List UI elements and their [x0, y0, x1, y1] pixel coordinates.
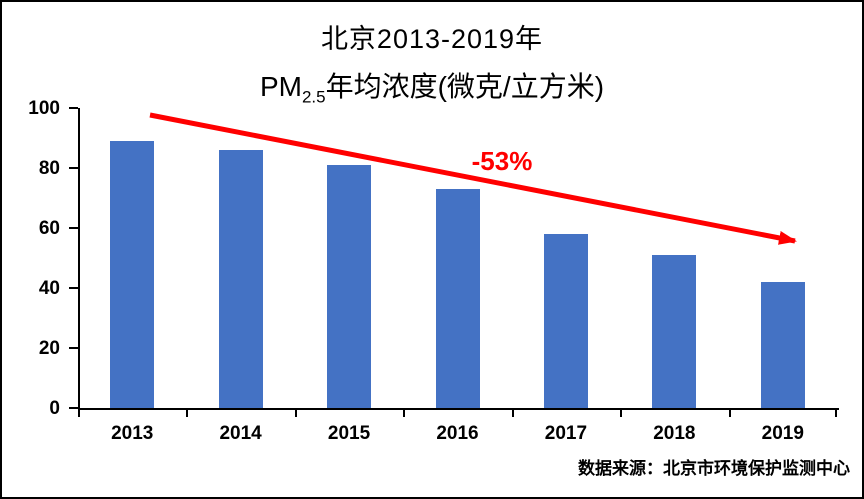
y-tick-label-60: 60 [38, 218, 60, 239]
y-tick-mark [69, 167, 78, 169]
y-tick-mark [69, 287, 78, 289]
y-axis-line [78, 108, 80, 410]
x-axis-line [78, 408, 839, 410]
title-suffix: 年均浓度(微克/立方米) [325, 71, 605, 102]
x-tick-mark [78, 410, 80, 417]
title-pm-subscript: 2.5 [301, 87, 326, 107]
x-category-label-2013: 2013 [111, 423, 154, 444]
bar-2015 [327, 165, 372, 408]
y-tick-label-80: 80 [38, 158, 60, 179]
y-tick-mark [69, 227, 78, 229]
bar-2014 [218, 150, 263, 408]
y-tick-label-100: 100 [28, 98, 60, 119]
x-tick-mark [294, 410, 297, 417]
bar-2016 [435, 189, 480, 408]
chart-title-line2: PM2.5年均浓度(微克/立方米) [2, 73, 862, 106]
y-tick-label-40: 40 [38, 278, 60, 299]
x-category-label-2018: 2018 [653, 423, 696, 444]
source-note: 数据来源：北京市环境保护监测中心 [578, 459, 850, 478]
x-tick-mark [403, 410, 406, 417]
y-tick-label-20: 20 [38, 338, 60, 359]
x-tick-mark [620, 410, 623, 417]
trend-annotation: -53% [471, 146, 533, 176]
x-tick-mark [186, 410, 189, 417]
x-category-label-2016: 2016 [436, 423, 479, 444]
y-tick-mark [69, 347, 78, 349]
x-tick-mark [511, 410, 514, 417]
plot-area [78, 108, 837, 408]
x-category-label-2014: 2014 [219, 423, 262, 444]
y-tick-mark [69, 107, 78, 109]
bar-2017 [543, 234, 588, 408]
x-tick-mark [835, 410, 837, 417]
bar-2013 [110, 141, 155, 408]
x-category-label-2017: 2017 [544, 423, 588, 444]
bar-2019 [760, 282, 805, 408]
y-tick-mark [69, 407, 78, 409]
chart-title-line1: 北京2013-2019年 [320, 24, 544, 54]
title-pm-prefix: PM [259, 71, 302, 102]
y-tick-label-0: 0 [49, 398, 60, 419]
chart-title: 北京2013-2019年 PM2.5年均浓度(微克/立方米) [2, 26, 862, 106]
x-category-label-2015: 2015 [327, 423, 371, 444]
x-tick-mark [728, 410, 731, 417]
x-category-label-2019: 2019 [761, 423, 804, 444]
bar-2018 [652, 255, 697, 408]
